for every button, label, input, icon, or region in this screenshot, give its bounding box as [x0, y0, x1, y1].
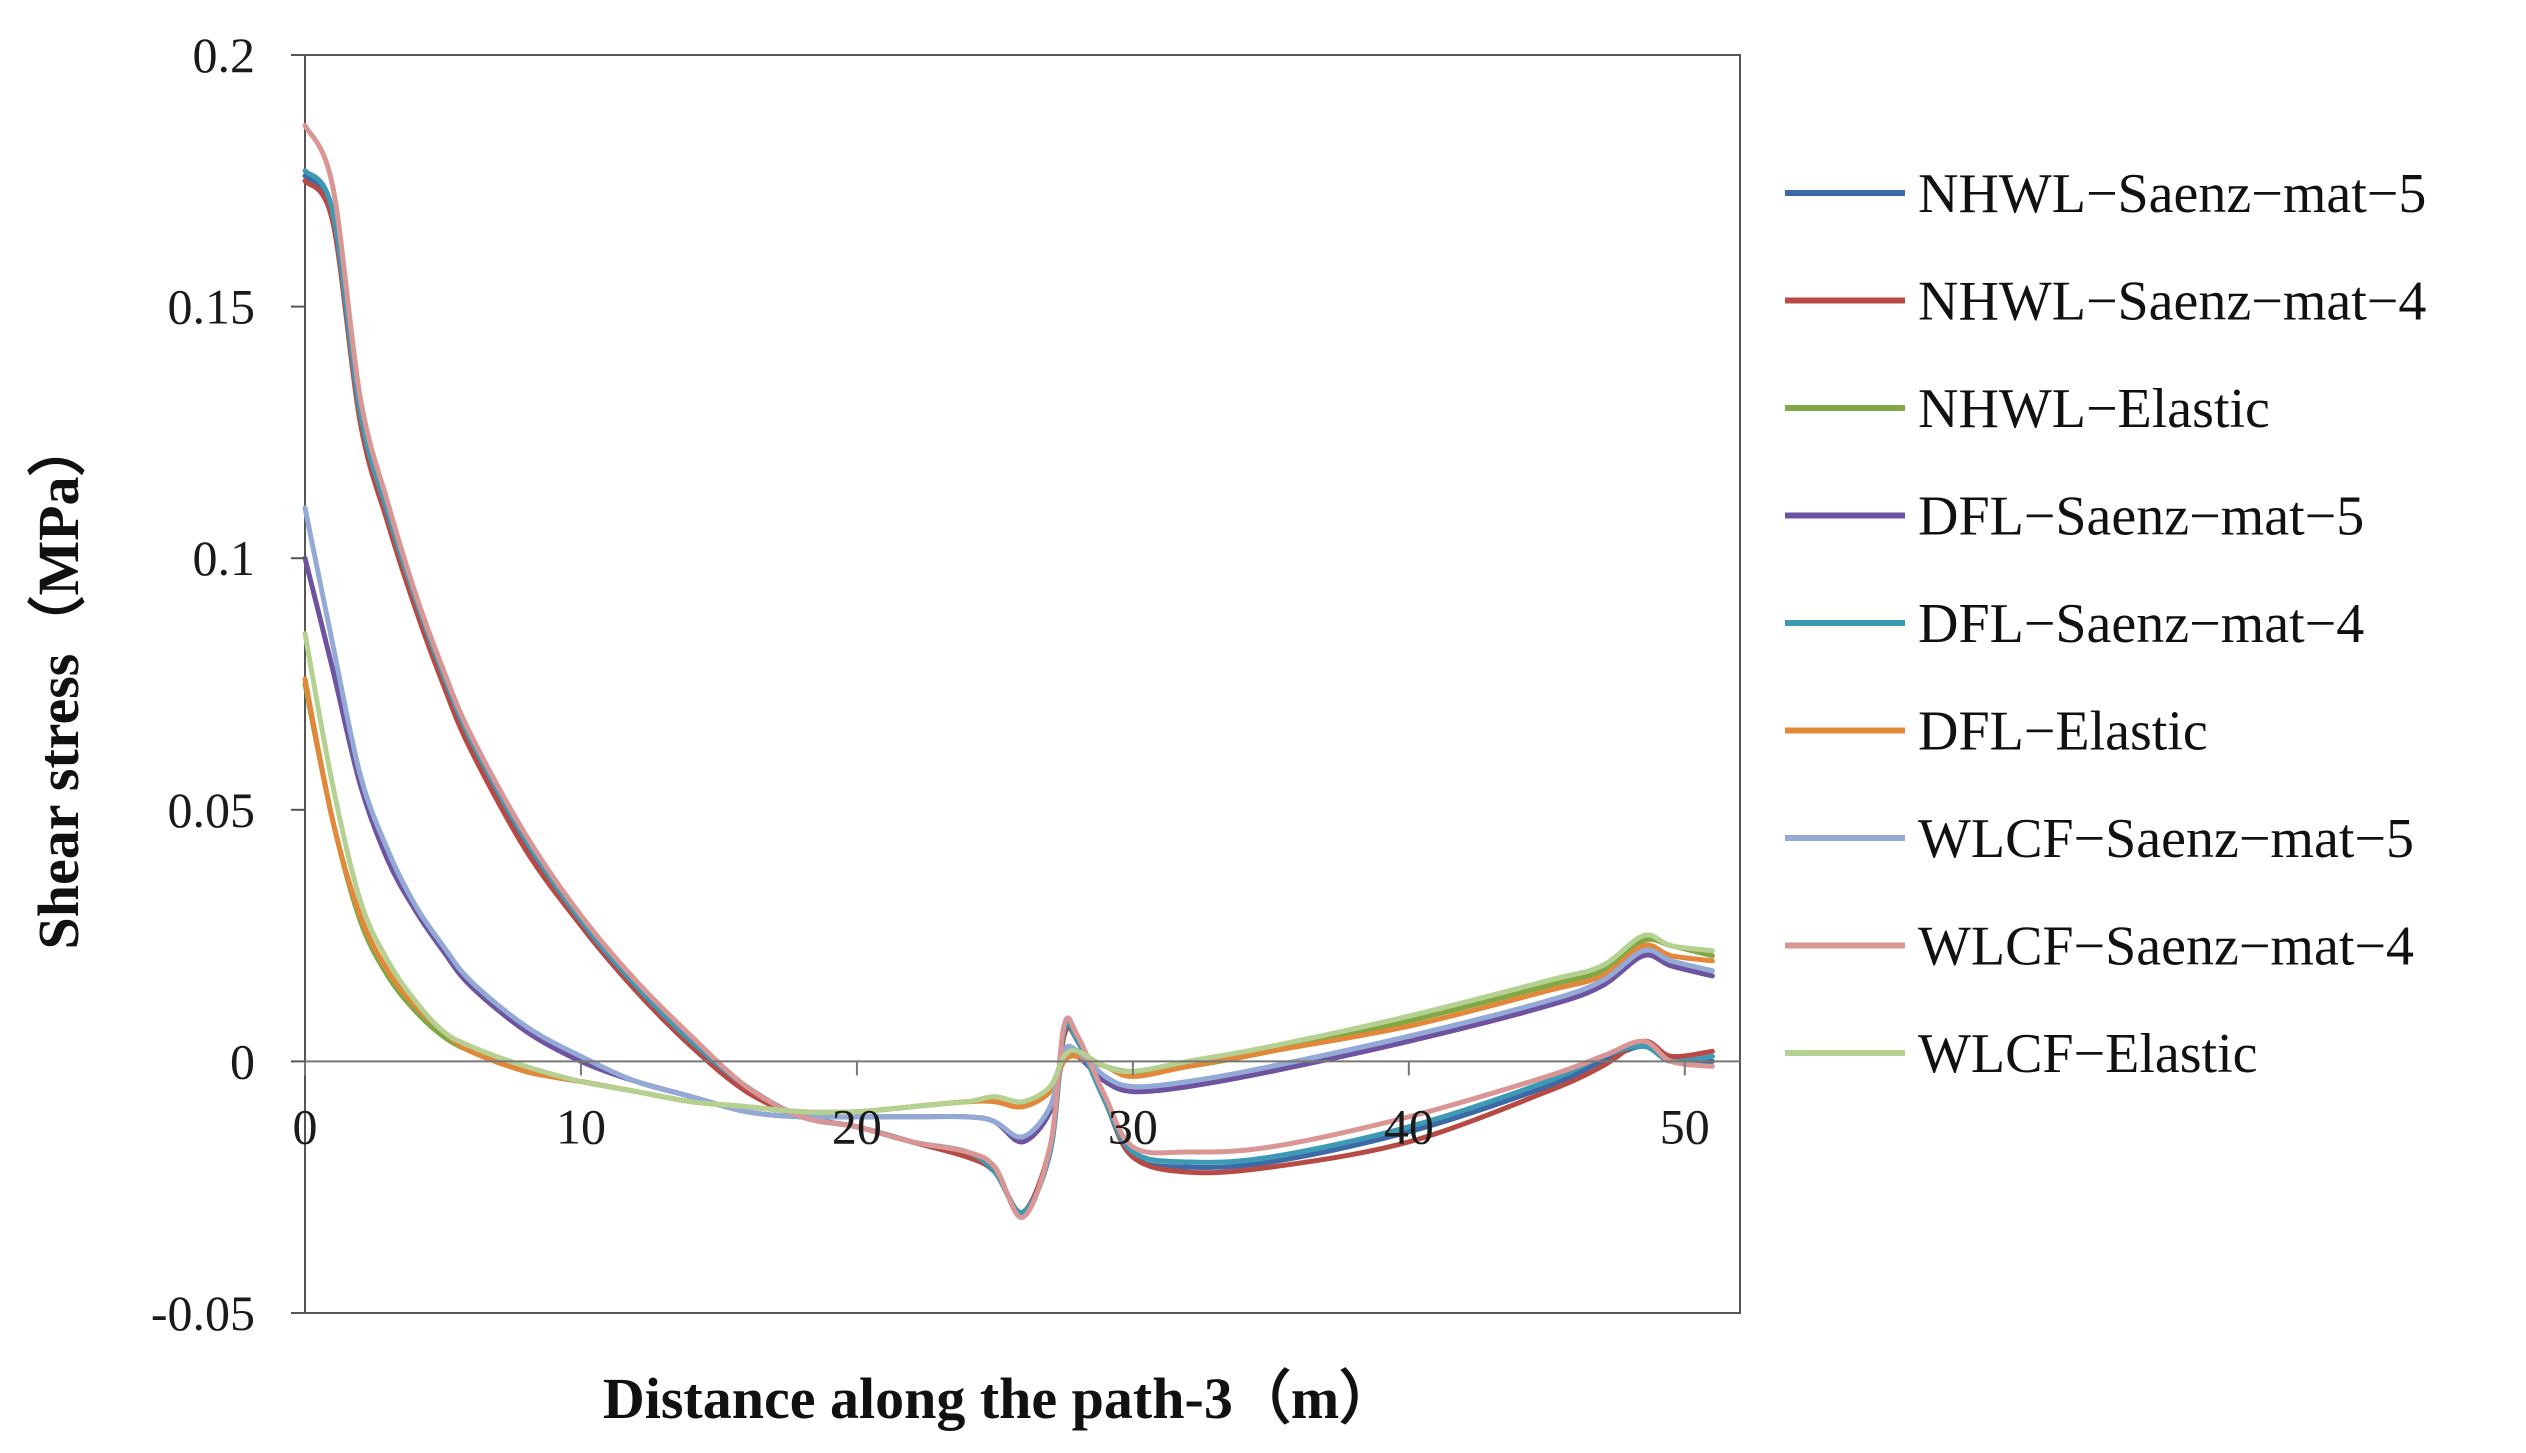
legend-label: WLCF−Saenz−mat−5 [1918, 808, 2414, 870]
series-group [302, 122, 1715, 1220]
legend-label: WLCF−Elastic [1918, 1023, 2258, 1085]
series-line-wlcf-elastic [302, 631, 1715, 1115]
legend-label: DFL−Saenz−mat−4 [1918, 593, 2364, 655]
plot-area [304, 54, 1741, 1314]
series-line-wlcf-saenz-mat-4 [302, 122, 1715, 1220]
series-line-wlcf-saenz-mat-5 [302, 505, 1715, 1140]
y-tick-label: 0.1 [193, 530, 256, 586]
y-tick-label: -0.05 [151, 1285, 255, 1341]
x-tick-label: 20 [832, 1098, 882, 1154]
y-tick-label: 0.2 [193, 27, 256, 83]
legend-label: NHWL−Elastic [1918, 378, 2270, 440]
legend-label: NHWL−Saenz−mat−5 [1918, 163, 2426, 225]
legend-label: DFL−Elastic [1918, 701, 2208, 763]
legend-label: NHWL−Saenz−mat−4 [1918, 271, 2426, 333]
y-axis-ticks: -0.05 0 0.05 0.1 0.15 0.2 [151, 27, 305, 1341]
x-tick-label: 50 [1660, 1098, 1710, 1154]
x-axis-title: Distance along the path-3（m） [603, 1366, 1397, 1431]
legend: NHWL−Saenz−mat−5 NHWL−Saenz−mat−4 NHWL−Ela… [1785, 163, 2426, 1085]
x-axis-ticks: 0 10 20 30 40 50 [293, 1061, 1710, 1154]
x-tick-label: 10 [556, 1098, 606, 1154]
legend-label: DFL−Saenz−mat−5 [1918, 486, 2364, 548]
y-axis-title: Shear stress（MPa） [26, 418, 91, 949]
x-tick-label: 30 [1108, 1098, 1158, 1154]
legend-label: WLCF−Saenz−mat−4 [1918, 916, 2414, 978]
y-tick-label: 0.15 [168, 279, 256, 335]
x-tick-label: 40 [1384, 1098, 1434, 1154]
x-tick-label: 0 [293, 1098, 318, 1154]
series-line-nhwl-saenz-mat-4 [302, 178, 1715, 1215]
y-tick-label: 0.05 [168, 782, 256, 838]
y-tick-label: 0 [230, 1033, 255, 1089]
